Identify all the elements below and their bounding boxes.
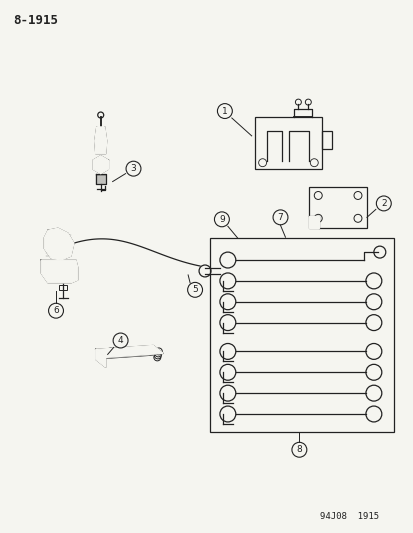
- Text: 8-1915: 8-1915: [13, 14, 58, 27]
- Circle shape: [365, 314, 381, 330]
- Circle shape: [219, 314, 235, 330]
- Text: 4: 4: [117, 336, 123, 345]
- Circle shape: [219, 385, 235, 401]
- Polygon shape: [93, 156, 108, 174]
- Wedge shape: [147, 348, 154, 355]
- Polygon shape: [95, 350, 105, 367]
- Polygon shape: [309, 216, 318, 228]
- Circle shape: [365, 365, 381, 380]
- Text: 8: 8: [296, 445, 301, 454]
- Text: 5: 5: [192, 285, 197, 294]
- Circle shape: [154, 350, 161, 357]
- Circle shape: [373, 246, 385, 258]
- Wedge shape: [137, 348, 144, 355]
- Text: 9: 9: [218, 215, 224, 224]
- Circle shape: [365, 294, 381, 310]
- Text: 2: 2: [380, 199, 386, 208]
- Polygon shape: [95, 127, 107, 154]
- Bar: [59, 285, 67, 290]
- Text: 94J08  1915: 94J08 1915: [319, 512, 378, 521]
- Circle shape: [155, 348, 162, 355]
- Bar: [254, 117, 321, 168]
- Circle shape: [219, 343, 235, 359]
- Circle shape: [365, 406, 381, 422]
- Circle shape: [219, 365, 235, 380]
- Circle shape: [154, 354, 160, 361]
- Circle shape: [365, 343, 381, 359]
- Circle shape: [305, 99, 311, 105]
- Polygon shape: [95, 345, 163, 358]
- Bar: [309, 187, 366, 228]
- Circle shape: [295, 99, 301, 105]
- Circle shape: [219, 406, 235, 422]
- Text: 6: 6: [53, 306, 59, 315]
- Polygon shape: [41, 260, 78, 283]
- Circle shape: [154, 352, 161, 359]
- Wedge shape: [117, 348, 124, 355]
- Bar: [209, 238, 393, 432]
- Wedge shape: [127, 348, 134, 355]
- Wedge shape: [107, 348, 114, 355]
- Circle shape: [199, 265, 211, 277]
- Circle shape: [219, 294, 235, 310]
- Polygon shape: [44, 228, 74, 260]
- Circle shape: [219, 252, 235, 268]
- Circle shape: [365, 273, 381, 289]
- Bar: [321, 131, 331, 149]
- Text: 3: 3: [131, 164, 136, 173]
- Text: 1: 1: [221, 107, 227, 116]
- Text: 7: 7: [277, 213, 282, 222]
- Circle shape: [219, 273, 235, 289]
- Circle shape: [365, 385, 381, 401]
